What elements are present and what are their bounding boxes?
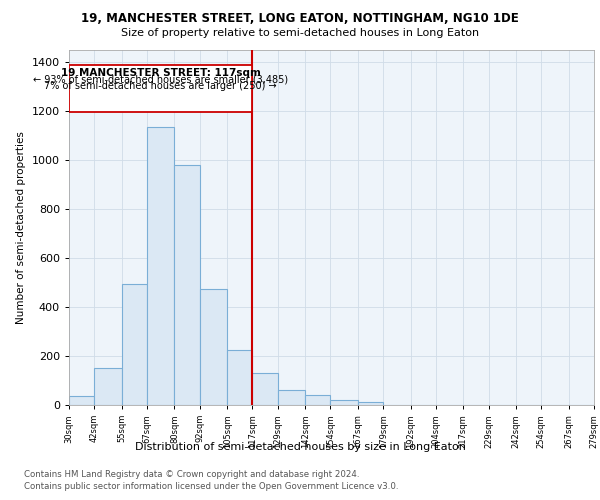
Bar xyxy=(305,394,331,405)
Text: 19, MANCHESTER STREET, LONG EATON, NOTTINGHAM, NG10 1DE: 19, MANCHESTER STREET, LONG EATON, NOTTI… xyxy=(81,12,519,26)
FancyBboxPatch shape xyxy=(69,64,253,112)
Bar xyxy=(227,350,253,405)
Text: 7% of semi-detached houses are larger (250) →: 7% of semi-detached houses are larger (2… xyxy=(44,80,277,90)
Bar xyxy=(175,165,200,405)
Bar xyxy=(358,402,383,405)
Y-axis label: Number of semi-detached properties: Number of semi-detached properties xyxy=(16,131,26,324)
Bar xyxy=(122,284,147,405)
Bar xyxy=(253,373,278,405)
Bar xyxy=(278,390,305,405)
Text: Contains public sector information licensed under the Open Government Licence v3: Contains public sector information licen… xyxy=(24,482,398,491)
Bar xyxy=(69,396,94,405)
Text: Contains HM Land Registry data © Crown copyright and database right 2024.: Contains HM Land Registry data © Crown c… xyxy=(24,470,359,479)
Bar xyxy=(200,288,227,405)
Bar xyxy=(94,368,122,405)
Text: Distribution of semi-detached houses by size in Long Eaton: Distribution of semi-detached houses by … xyxy=(134,442,466,452)
Text: ← 93% of semi-detached houses are smaller (3,485): ← 93% of semi-detached houses are smalle… xyxy=(33,74,288,85)
Text: 19 MANCHESTER STREET: 117sqm: 19 MANCHESTER STREET: 117sqm xyxy=(61,68,260,78)
Bar xyxy=(147,127,175,405)
Text: Size of property relative to semi-detached houses in Long Eaton: Size of property relative to semi-detach… xyxy=(121,28,479,38)
Bar xyxy=(331,400,358,405)
